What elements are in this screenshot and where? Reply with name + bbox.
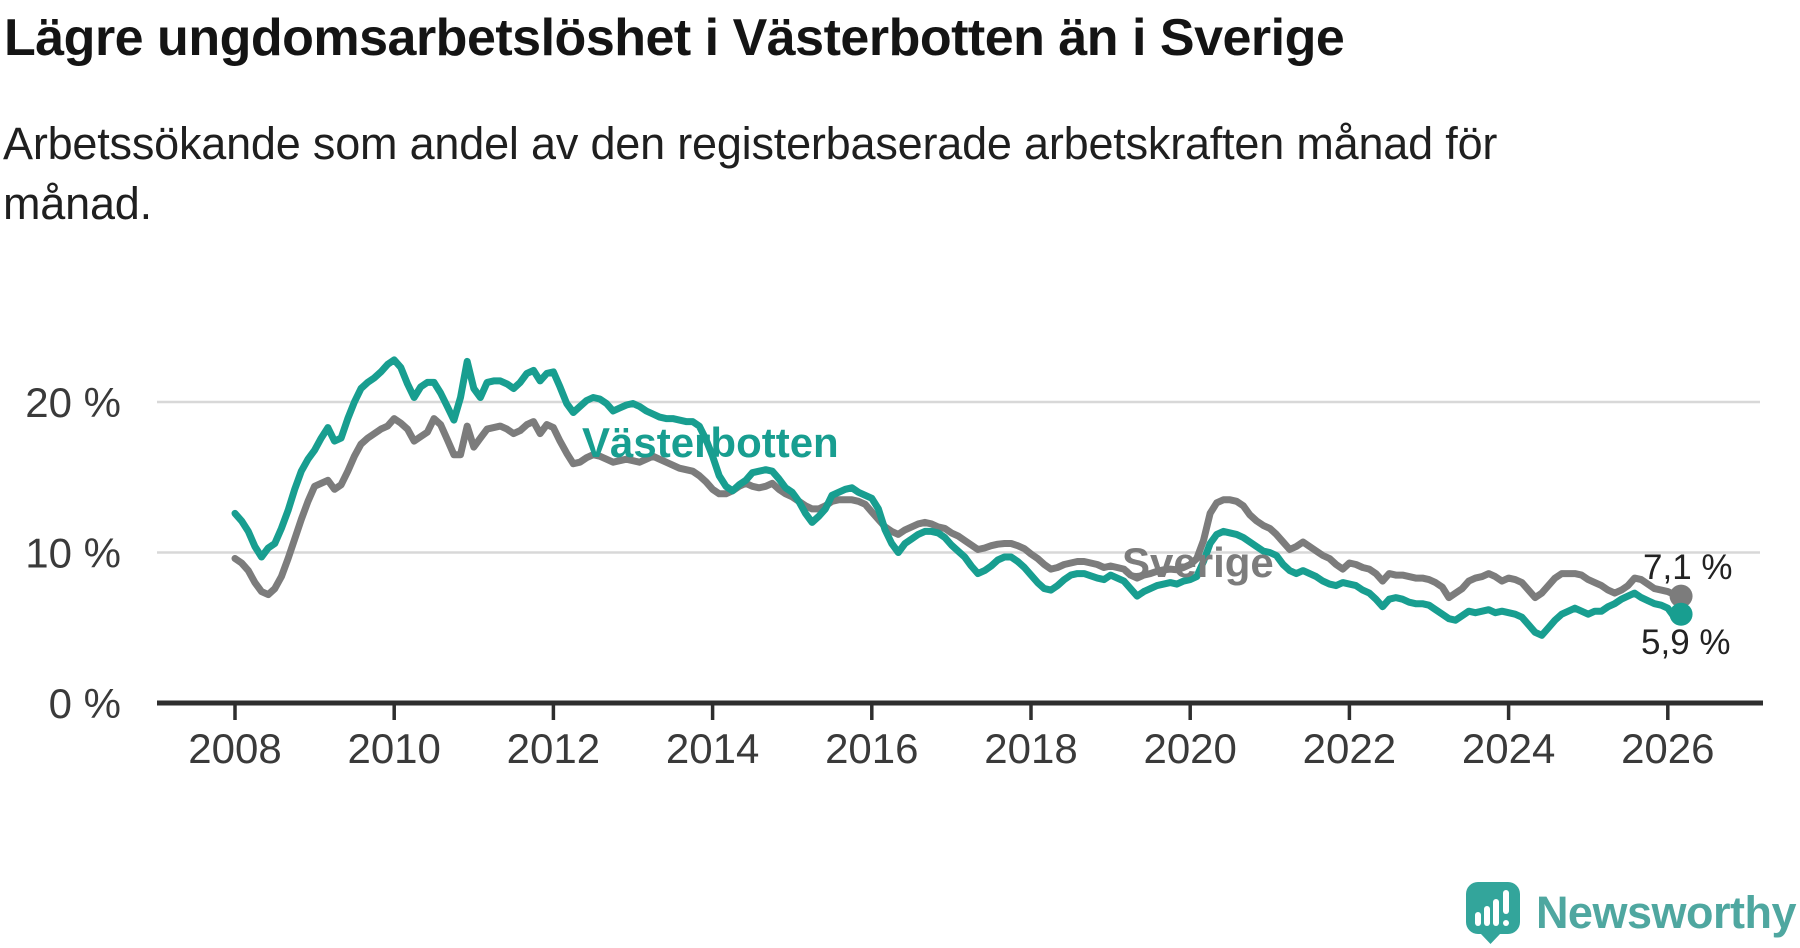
y-tick-label-20: 20 %	[25, 379, 121, 426]
end-dot-sverige	[1669, 584, 1693, 608]
end-value-label-vasterbotten: 5,9 %	[1641, 623, 1731, 662]
logo-bar-medium	[1483, 906, 1490, 926]
end-value-label-sverige: 7,1 %	[1643, 548, 1733, 587]
series-label-vasterbotten: Västerbotten	[582, 419, 839, 466]
y-tick-label-0: 0 %	[49, 680, 121, 727]
x-tick-label-2022: 2022	[1303, 725, 1396, 772]
newsworthy-logo-icon	[1465, 882, 1520, 944]
x-tick-label-2014: 2014	[666, 725, 759, 772]
x-tick-label-2020: 2020	[1143, 725, 1236, 772]
y-tick-label-10: 10 %	[25, 530, 121, 577]
x-tick-label-2018: 2018	[984, 725, 1077, 772]
x-tick-label-2010: 2010	[347, 725, 440, 772]
series-line-sverige	[231, 415, 1685, 602]
x-tick-label-2008: 2008	[188, 725, 281, 772]
newsworthy-logo: Newsworthy	[1465, 882, 1797, 944]
series-line-västerbotten	[231, 356, 1685, 639]
x-tick-label-2026: 2026	[1621, 725, 1714, 772]
x-tick-label-2024: 2024	[1462, 725, 1555, 772]
series-label-sverige: Sverige	[1122, 539, 1274, 586]
newsworthy-logo-text: Newsworthy	[1535, 887, 1797, 938]
logo-bar-small	[1474, 912, 1481, 926]
x-tick-label-2016: 2016	[825, 725, 918, 772]
x-tick-label-2012: 2012	[507, 725, 600, 772]
logo-exclamation-dot	[1502, 920, 1509, 926]
page-title: Lägre ungdomsarbetslöshet i Västerbotten…	[4, 9, 1345, 67]
logo-bar-tall	[1492, 899, 1499, 926]
logo-exclamation-bar	[1502, 890, 1509, 914]
page-subtitle: Arbetssökande som andel av den registerb…	[3, 118, 1498, 229]
end-dot-västerbotten	[1669, 602, 1693, 626]
